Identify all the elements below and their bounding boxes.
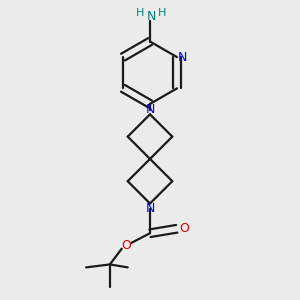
Text: N: N xyxy=(178,51,187,64)
Text: N: N xyxy=(147,10,156,23)
Text: N: N xyxy=(145,202,155,215)
Text: O: O xyxy=(179,222,189,235)
Text: H: H xyxy=(158,8,166,18)
Text: O: O xyxy=(121,238,131,252)
Text: H: H xyxy=(136,8,145,18)
Text: N: N xyxy=(145,103,155,116)
